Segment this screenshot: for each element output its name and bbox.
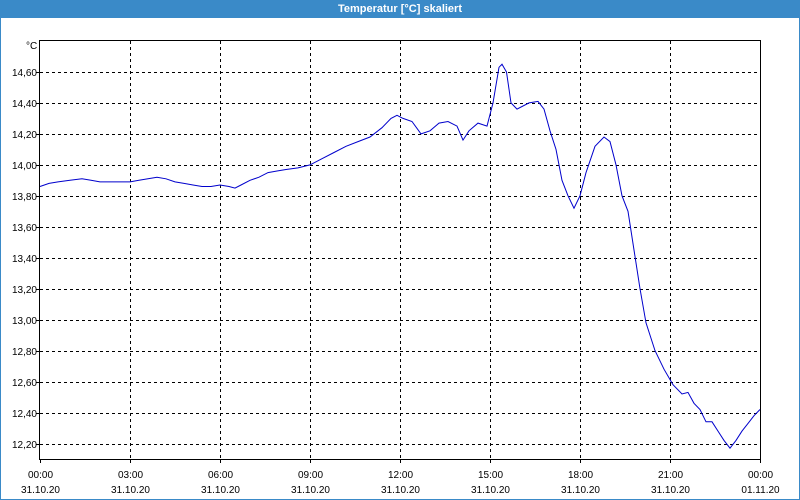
x-tick-time-label: 15:00	[478, 470, 503, 481]
y-tick-label: 12,20	[12, 440, 37, 451]
x-tick-time-label: 06:00	[208, 470, 233, 481]
y-axis-unit-label: °C	[26, 41, 37, 52]
x-tick-time-label: 00:00	[748, 470, 773, 481]
y-tick-label: 12,60	[12, 378, 37, 389]
x-tick-time-label: 09:00	[298, 470, 323, 481]
x-tick-date-label: 01.11.20	[741, 485, 780, 496]
y-axis-ticks: 14,60 14,40 14,20 14,00 13,80 13,60 13,40 13,20…	[12, 68, 40, 451]
y-tick-label: 14,20	[12, 130, 37, 141]
x-tick-date-label: 31.10.20	[201, 485, 240, 496]
y-tick-label: 14,40	[12, 99, 37, 110]
x-tick-date-label: 31.10.20	[471, 485, 510, 496]
y-tick-label: 13,80	[12, 192, 37, 203]
y-tick-label: 12,80	[12, 347, 37, 358]
grid-lines	[40, 41, 760, 459]
y-tick-label: 13,20	[12, 285, 37, 296]
x-tick-date-label: 31.10.20	[561, 485, 600, 496]
x-tick-time-label: 03:00	[118, 470, 143, 481]
x-tick-time-label: 12:00	[388, 470, 413, 481]
x-tick-time-label: 21:00	[658, 470, 683, 481]
x-tick-time-label: 18:00	[568, 470, 593, 481]
temperature-series-line	[39, 63, 761, 450]
window-title: Temperatur [°C] skaliert	[337, 3, 462, 15]
y-tick-label: 14,00	[12, 161, 37, 172]
x-tick-date-label: 31.10.20	[291, 485, 330, 496]
y-tick-label: 14,60	[12, 68, 37, 79]
window-titlebar: Temperatur [°C] skaliert	[0, 0, 800, 18]
x-tick-date-label: 31.10.20	[381, 485, 420, 496]
x-tick-time-label: 00:00	[28, 470, 53, 481]
y-tick-label: 13,60	[12, 223, 37, 234]
y-tick-label: 13,00	[12, 316, 37, 327]
y-tick-label: 13,40	[12, 254, 37, 265]
y-tick-label: 12,40	[12, 409, 37, 420]
x-tick-date-label: 31.10.20	[651, 485, 690, 496]
x-tick-date-label: 31.10.20	[21, 485, 60, 496]
x-axis-ticks: 00:00 31.10.20 03:00 31.10.20 06:00 31.10.20 0…	[21, 459, 780, 496]
x-tick-date-label: 31.10.20	[111, 485, 150, 496]
